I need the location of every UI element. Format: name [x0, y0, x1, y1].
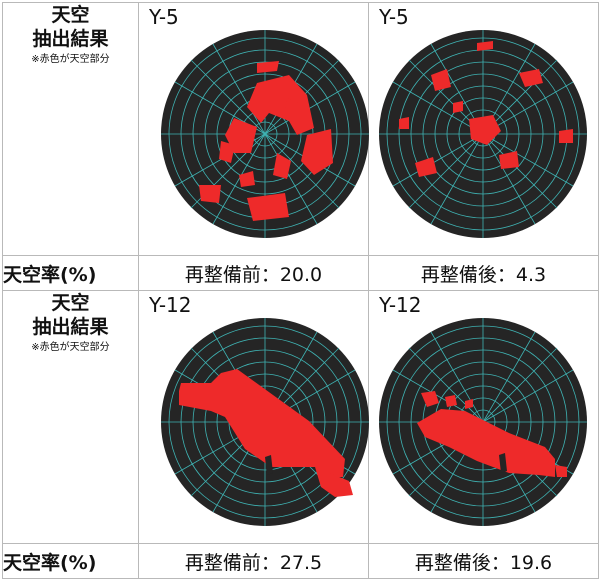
panel-y5-before: Y-5	[138, 2, 369, 256]
sky-image-y5-after	[379, 30, 587, 238]
sky-extraction-label: 天空 抽出結果 ※赤色が天空部分	[2, 290, 139, 544]
sky-ratio-label: 天空率(%)	[2, 543, 139, 579]
panel-title: Y-5	[149, 5, 179, 29]
sky-image-y5-before	[161, 30, 369, 238]
panel-title: Y-12	[149, 293, 192, 317]
panel-title: Y-12	[379, 293, 422, 317]
sky-region	[179, 369, 353, 497]
panel-title: Y-5	[379, 5, 409, 29]
sky-region	[199, 61, 333, 221]
sky-region	[399, 41, 573, 177]
sky-image-y12-before	[161, 318, 369, 526]
sky-image-y12-after	[379, 318, 587, 526]
sky-extraction-label: 天空 抽出結果 ※赤色が天空部分	[2, 2, 139, 256]
sky-ratio-label: 天空率(%)	[2, 255, 139, 291]
y12-before-value: 再整備前：27.5	[138, 543, 369, 579]
sky-region	[417, 391, 567, 477]
y5-before-value: 再整備前：20.0	[138, 255, 369, 291]
panel-y5-after: Y-5	[368, 2, 599, 256]
y5-after-value: 再整備後：4.3	[368, 255, 599, 291]
panel-y12-after: Y-12	[368, 290, 599, 544]
panel-y12-before: Y-12	[138, 290, 369, 544]
y12-after-value: 再整備後：19.6	[368, 543, 599, 579]
